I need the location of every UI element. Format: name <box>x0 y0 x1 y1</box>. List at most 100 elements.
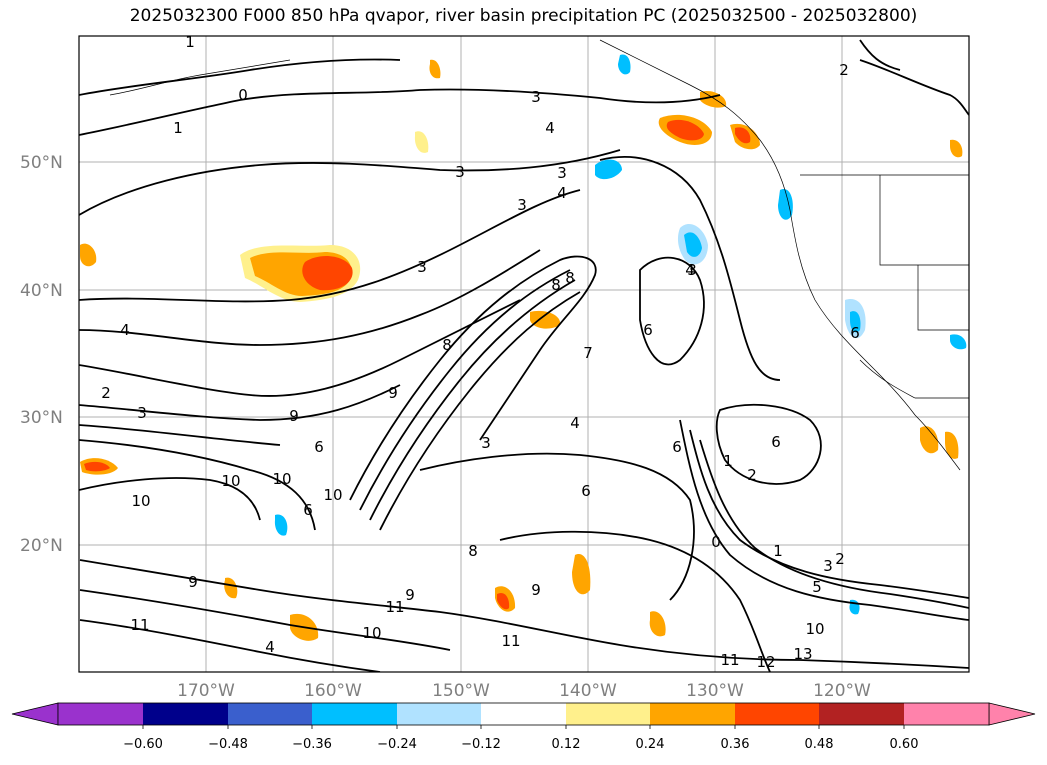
contour-label: 4 <box>557 184 567 202</box>
colorbar-tick-label: 0.36 <box>721 737 750 752</box>
contour-labels: 1 0 1 3 4 3 3 4 3 2 3 4 2 3 4 8 8 8 7 3 … <box>101 33 860 671</box>
contour-label: 4 <box>265 638 275 656</box>
contour-label: 0 <box>238 86 248 104</box>
contour-label: 4 <box>685 261 695 279</box>
colorbar-tick-label: −0.36 <box>292 737 332 752</box>
colorbar-tick-label: −0.60 <box>123 737 163 752</box>
precip-shading <box>80 54 967 641</box>
contour-label: 6 <box>850 324 860 342</box>
contour-label: 7 <box>583 344 593 362</box>
contour-label: 9 <box>531 581 541 599</box>
contour-label: 6 <box>581 482 591 500</box>
contour-label: 4 <box>545 119 555 137</box>
contour-label: 3 <box>481 434 491 452</box>
map-title: 2025032300 F000 850 hPa qvapor, river ba… <box>129 6 918 26</box>
contour-label: 1 <box>185 33 195 51</box>
latitude-labels: 50°N 40°N 30°N 20°N <box>20 153 63 556</box>
lon-label: 140°W <box>559 681 617 701</box>
colorbar-segment <box>228 703 312 725</box>
colorbar-ticks <box>142 725 905 729</box>
lon-label: 160°W <box>304 681 362 701</box>
contour-label: 1 <box>773 542 783 560</box>
colorbar-tick-label: −0.24 <box>377 737 417 752</box>
colorbar-segment <box>904 703 989 725</box>
colorbar-segment <box>735 703 819 725</box>
contour-label: 1 <box>723 452 733 470</box>
colorbar-segment <box>312 703 397 725</box>
contour-label: 2 <box>101 384 111 402</box>
colorbar-segment <box>566 703 650 725</box>
colorbar-segment <box>481 703 566 725</box>
contour-label: 11 <box>501 632 520 650</box>
contour-label: 11 <box>130 616 149 634</box>
colorbar-tick-label: 0.24 <box>636 737 665 752</box>
gridlines <box>79 36 969 672</box>
lat-label: 20°N <box>20 536 63 556</box>
contour-label: 4 <box>120 321 130 339</box>
contour-label: 10 <box>362 624 381 642</box>
contour-label: 5 <box>812 578 822 596</box>
contour-label: 6 <box>314 438 324 456</box>
colorbar: −0.60 −0.48 −0.36 −0.24 −0.12 0.12 0.24 … <box>11 702 1036 752</box>
lon-label: 130°W <box>686 681 744 701</box>
colorbar-tick-label: −0.12 <box>461 737 501 752</box>
colorbar-segment <box>650 703 735 725</box>
contour-label: 8 <box>442 336 452 354</box>
map-area <box>79 36 969 672</box>
colorbar-tick-label: 0.48 <box>805 737 834 752</box>
contour-label: 12 <box>756 653 775 671</box>
map-border <box>78 35 970 673</box>
contour-label: 10 <box>131 492 150 510</box>
contour-label: 3 <box>137 404 147 422</box>
colorbar-tick-label: 0.12 <box>552 737 581 752</box>
contour-label: 1 <box>173 119 183 137</box>
lon-label: 120°W <box>813 681 871 701</box>
lat-label: 50°N <box>20 153 63 173</box>
contour-label: 10 <box>805 620 824 638</box>
contour-label: 3 <box>517 196 527 214</box>
lon-label: 150°W <box>432 681 490 701</box>
qvapor-contours <box>79 39 969 672</box>
colorbar-segment <box>819 703 904 725</box>
contour-label: 11 <box>385 598 404 616</box>
contour-label: 9 <box>289 407 299 425</box>
contour-label: 13 <box>793 645 812 663</box>
lon-label: 170°W <box>177 681 235 701</box>
colorbar-segment <box>397 703 481 725</box>
colorbar-extend-low <box>11 702 59 726</box>
contour-label: 3 <box>455 163 465 181</box>
contour-label: 6 <box>643 321 653 339</box>
longitude-labels: 170°W 160°W 150°W 140°W 130°W 120°W <box>177 681 871 701</box>
contour-label: 10 <box>272 470 291 488</box>
contour-label: 3 <box>417 258 427 276</box>
contour-label: 3 <box>531 88 541 106</box>
colorbar-segment <box>58 703 143 725</box>
lat-label: 30°N <box>20 408 63 428</box>
contour-label: 2 <box>747 466 757 484</box>
contour-label: 3 <box>823 557 833 575</box>
contour-label: 6 <box>303 501 313 519</box>
contour-label: 3 <box>557 164 567 182</box>
contour-label: 10 <box>323 486 342 504</box>
contour-label: 9 <box>188 573 198 591</box>
contour-label: 2 <box>839 61 849 79</box>
contour-label: 6 <box>771 433 781 451</box>
contour-label: 9 <box>388 384 398 402</box>
contour-label: 8 <box>468 542 478 560</box>
contour-label: 6 <box>672 438 682 456</box>
contour-label: 3 <box>687 261 697 279</box>
contour-label: 2 <box>835 550 845 568</box>
colorbar-tick-label: −0.48 <box>208 737 248 752</box>
contour-label: 8 <box>551 276 561 294</box>
contour-label: 4 <box>570 414 580 432</box>
contour-label: 11 <box>720 651 739 669</box>
colorbar-tick-label: 0.60 <box>890 737 919 752</box>
contour-label: 8 <box>565 269 575 287</box>
lat-label: 40°N <box>20 281 63 301</box>
colorbar-segment <box>143 703 228 725</box>
colorbar-extend-high <box>988 702 1036 726</box>
colorbar-outline <box>57 702 990 726</box>
coastline <box>109 39 969 471</box>
contour-label: 9 <box>405 586 415 604</box>
